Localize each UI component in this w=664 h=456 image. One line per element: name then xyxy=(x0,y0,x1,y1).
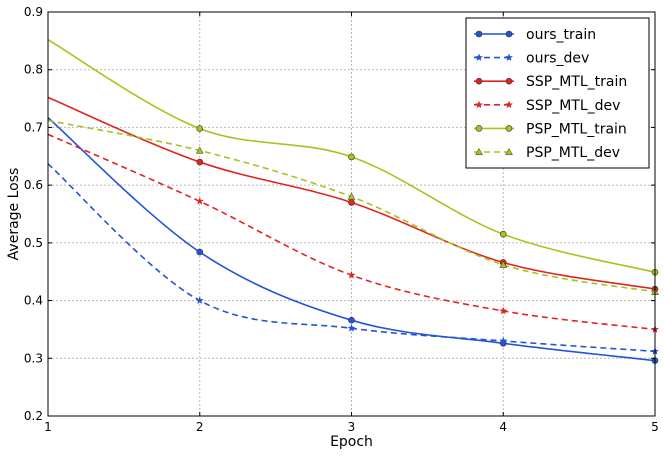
legend-marker-PSP_MTL_dev xyxy=(505,147,513,156)
legend-label-PSP_MTL_train: PSP_MTL_train xyxy=(526,121,627,137)
legend-marker-PSP_MTL_dev xyxy=(475,147,483,156)
y-tick-label: 0.9 xyxy=(24,5,43,19)
data-point-PSP_MTL_dev xyxy=(347,192,356,200)
data-point-ours_train xyxy=(348,316,355,324)
x-tick-label: 1 xyxy=(44,420,52,434)
y-tick-label: 0.4 xyxy=(24,294,43,308)
data-point-SSP_MTL_dev xyxy=(347,270,356,279)
data-point-SSP_MTL_dev xyxy=(499,306,508,315)
series-PSP_MTL_train xyxy=(47,39,659,276)
legend-label-SSP_MTL_train: SSP_MTL_train xyxy=(526,74,627,90)
legend-marker-SSP_MTL_dev xyxy=(474,100,484,109)
data-point-SSP_MTL_dev xyxy=(195,196,204,205)
legend-item-SSP_MTL_train: SSP_MTL_train xyxy=(474,74,627,90)
legend-label-SSP_MTL_dev: SSP_MTL_dev xyxy=(526,98,620,114)
legend-item-PSP_MTL_train: PSP_MTL_train xyxy=(474,121,627,137)
legend-label-ours_train: ours_train xyxy=(526,27,596,43)
series-PSP_MTL_dev xyxy=(47,119,659,295)
data-point-PSP_MTL_dev xyxy=(195,146,204,154)
data-point-PSP_MTL_train xyxy=(348,153,355,161)
y-tick-label: 0.6 xyxy=(24,178,43,192)
x-tick-label: 3 xyxy=(348,420,356,434)
series-ours_dev xyxy=(47,163,660,355)
legend-marker-SSP_MTL_train xyxy=(475,77,483,85)
series-ours_train xyxy=(47,117,659,364)
axis-ticks: 1 2 3 4 5 0.2 0.3 0.4 0.5 0.6 0.7 0.8 0.9 xyxy=(24,5,659,434)
legend-marker-ours_train xyxy=(475,30,483,38)
legend-marker-SSP_MTL_dev xyxy=(504,100,514,109)
data-point-PSP_MTL_train xyxy=(499,230,507,238)
y-tick-label: 0.3 xyxy=(24,351,43,365)
legend-item-SSP_MTL_dev: SSP_MTL_dev xyxy=(474,98,620,114)
data-point-ours_train xyxy=(196,248,204,256)
legend-label-ours_dev: ours_dev xyxy=(526,51,589,67)
legend-marker-ours_dev xyxy=(474,53,484,62)
data-point-ours_dev xyxy=(195,296,204,305)
y-tick-label: 0.7 xyxy=(24,120,43,134)
y-axis-label: Average Loss xyxy=(6,168,22,261)
legend-item-PSP_MTL_dev: PSP_MTL_dev xyxy=(474,145,620,161)
x-axis-label: Epoch xyxy=(330,434,373,450)
series-layer xyxy=(47,39,660,364)
data-point-ours_dev xyxy=(347,323,356,332)
data-point-PSP_MTL_train xyxy=(196,125,204,132)
legend-item-ours_dev: ours_dev xyxy=(474,51,589,67)
data-point-SSP_MTL_train xyxy=(348,199,355,206)
y-tick-label: 0.5 xyxy=(24,236,43,250)
legend-marker-ours_dev xyxy=(504,53,514,62)
data-point-PSP_MTL_dev xyxy=(499,260,508,268)
legend-box xyxy=(465,17,650,169)
data-point-ours_dev xyxy=(499,336,508,345)
data-point-SSP_MTL_train xyxy=(196,158,204,166)
legend-item-ours_train: ours_train xyxy=(474,27,596,43)
legend: ours_train ours_dev SSP_MTL_train SSP_MTL_d… xyxy=(465,17,650,169)
legend-label-PSP_MTL_dev: PSP_MTL_dev xyxy=(526,145,620,161)
legend-marker-SSP_MTL_train xyxy=(505,77,513,85)
legend-marker-ours_train xyxy=(505,30,513,38)
legend-marker-PSP_MTL_train xyxy=(475,125,483,132)
legend-marker-PSP_MTL_train xyxy=(505,125,513,132)
x-tick-label: 2 xyxy=(196,420,204,434)
y-tick-label: 0.2 xyxy=(24,409,43,423)
y-tick-label: 0.8 xyxy=(24,63,43,77)
x-tick-label: 5 xyxy=(651,420,659,434)
x-tick-label: 4 xyxy=(499,420,507,434)
